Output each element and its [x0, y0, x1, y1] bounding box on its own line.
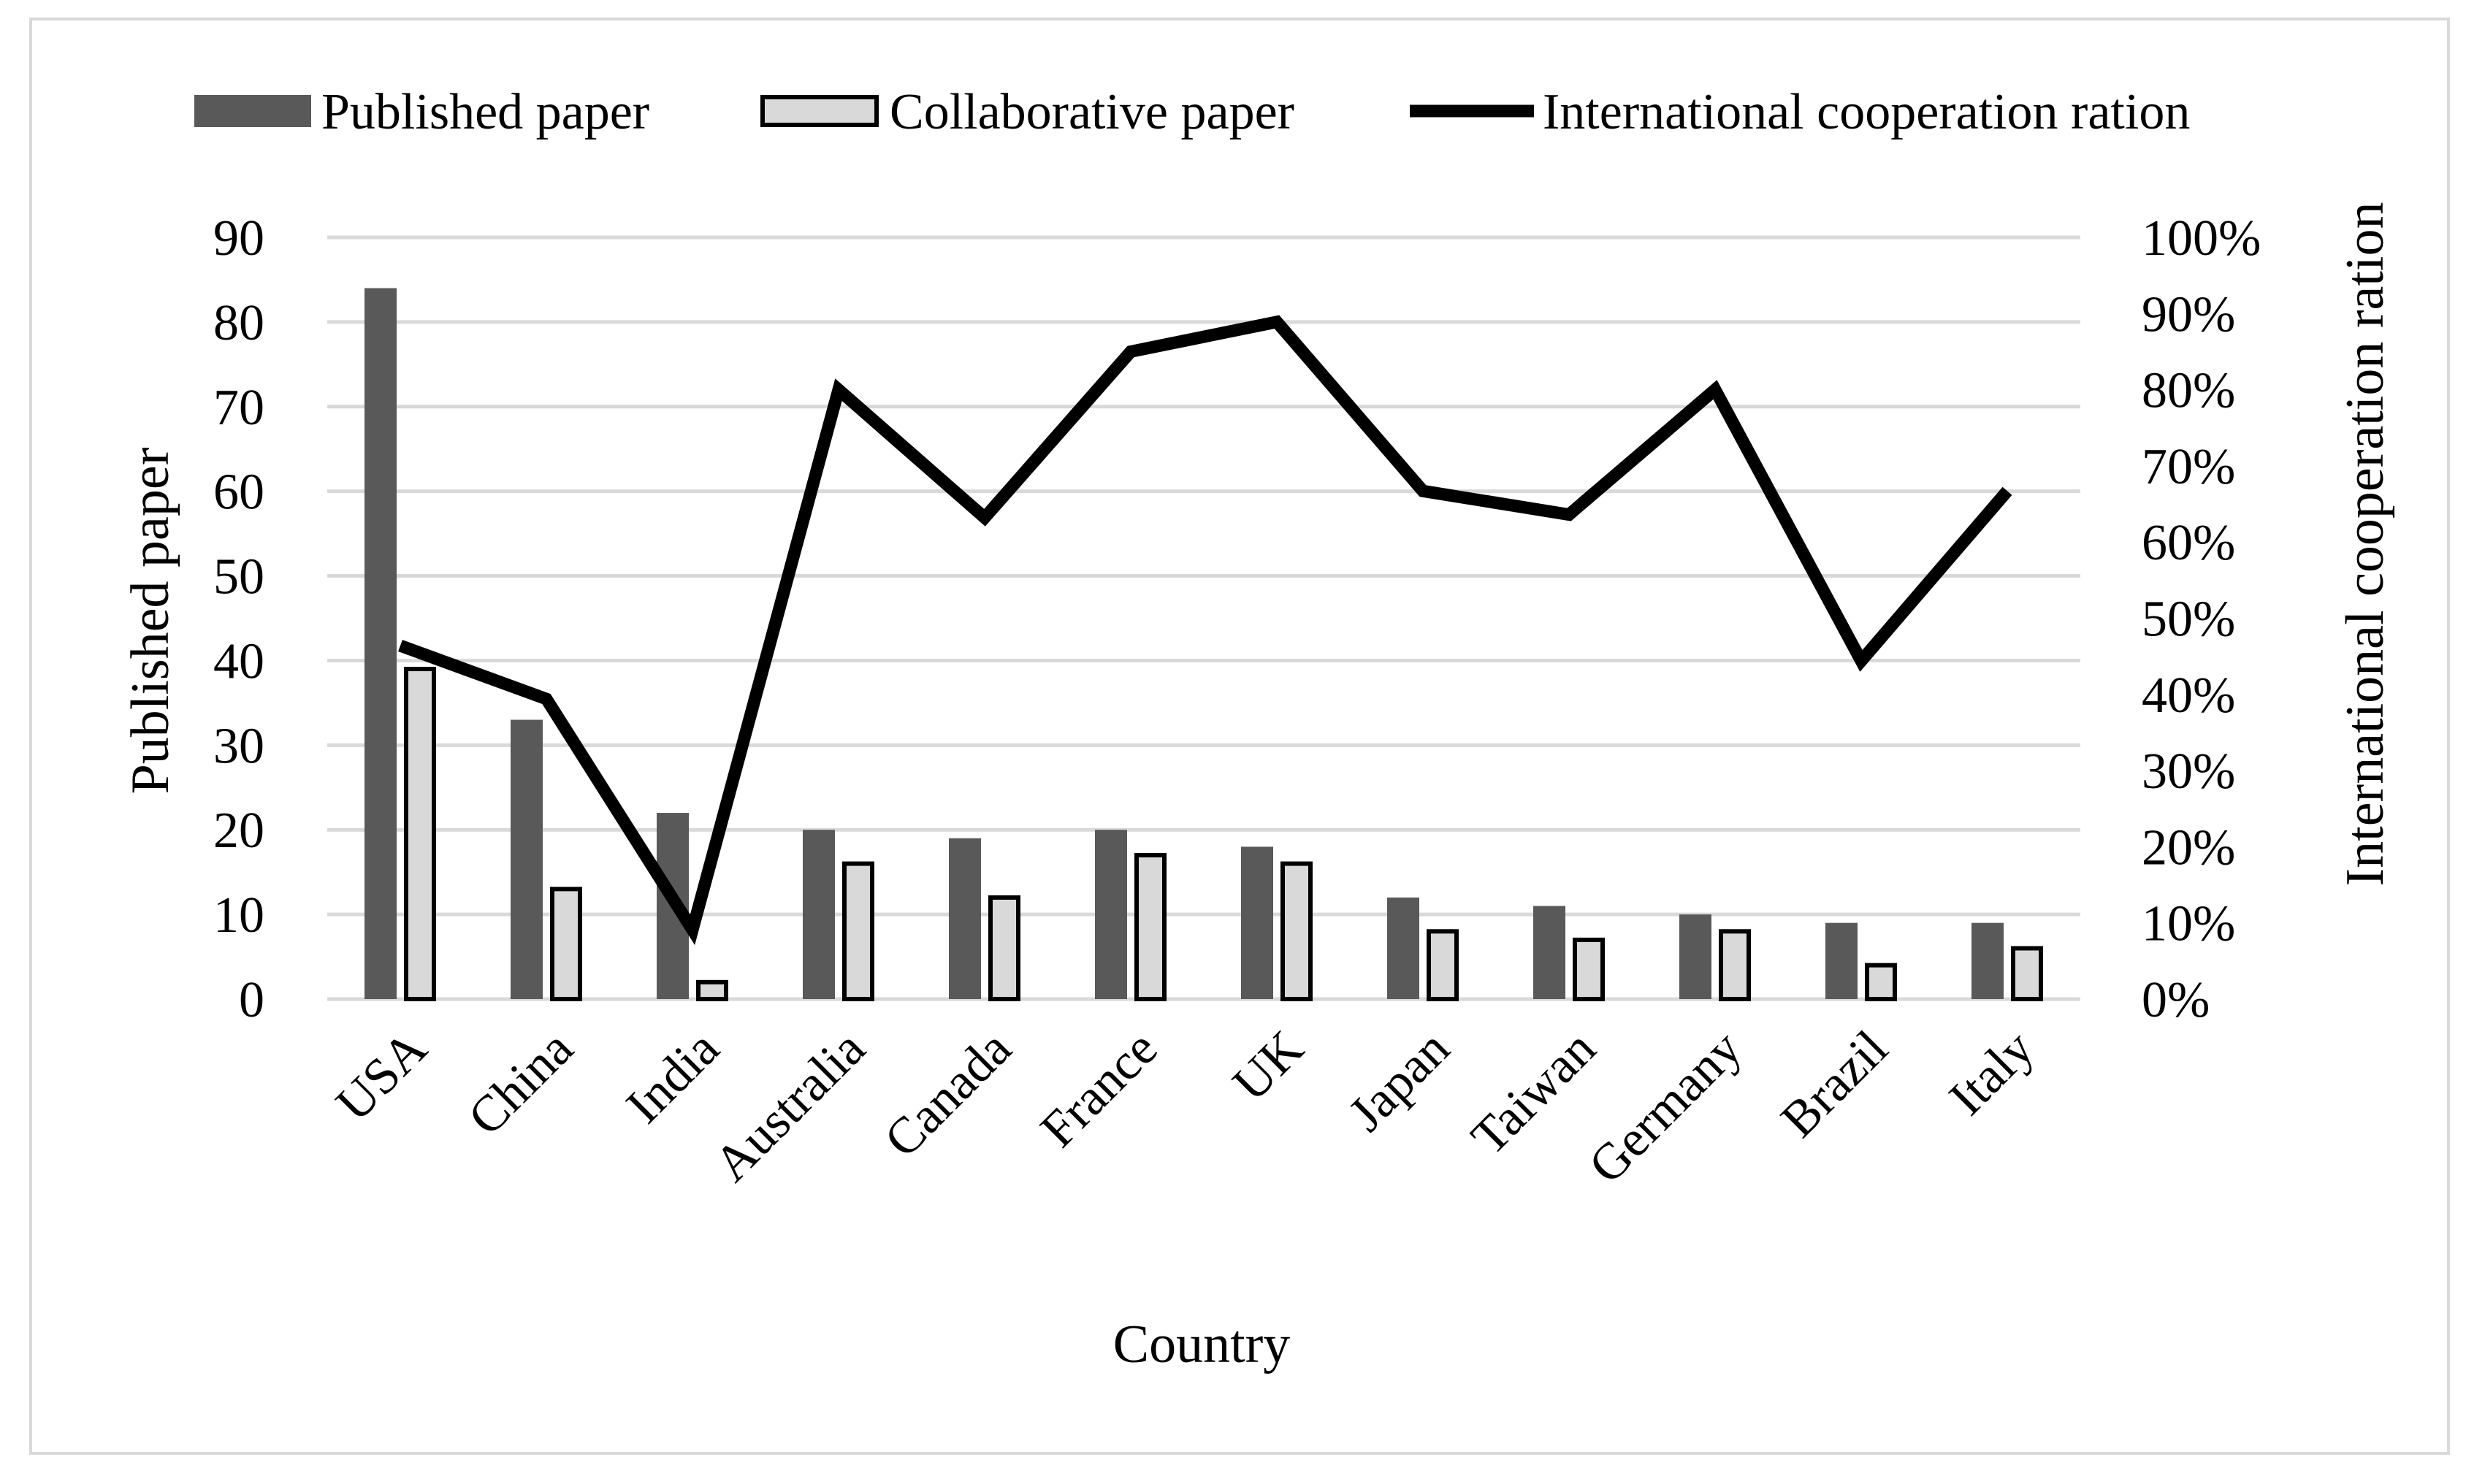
- x-category-label: Taiwan: [1461, 1020, 1606, 1166]
- legend-swatch-collaborative: [760, 95, 879, 127]
- bar-published-paper: [1241, 846, 1273, 999]
- y2-tick-label: 70%: [2142, 439, 2235, 495]
- bars: [364, 288, 2043, 1002]
- gridlines: [327, 235, 2080, 1001]
- right-axis-ticks: 0% 10% 20% 30% 40% 50% 60% 70% 80% 90% 100%: [2142, 210, 2261, 1028]
- bar-published-paper: [511, 719, 543, 999]
- y-tick-label: 70: [213, 380, 264, 436]
- x-category-label: China: [458, 1020, 584, 1147]
- x-category-label: France: [1030, 1020, 1168, 1158]
- ratio-line-layer: [398, 315, 2012, 945]
- y-tick-label: 30: [213, 718, 264, 774]
- y2-tick-label: 20%: [2142, 819, 2235, 876]
- y2-tick-label: 40%: [2142, 668, 2235, 724]
- bar-collaborative-paper: [1280, 861, 1313, 1001]
- y-tick-label: 10: [213, 887, 264, 944]
- y2-tick-label: 60%: [2142, 515, 2235, 571]
- bar-published-paper: [1533, 906, 1565, 999]
- y2-tick-label: 50%: [2142, 592, 2235, 648]
- x-category-label: India: [616, 1020, 730, 1134]
- bar-collaborative-paper: [404, 667, 436, 1001]
- bar-collaborative-paper: [1865, 963, 1897, 1001]
- bar-published-paper: [1825, 922, 1858, 999]
- y-tick-label: 60: [213, 464, 264, 521]
- x-category-label: UK: [1222, 1020, 1314, 1112]
- y2-tick-label: 90%: [2142, 286, 2235, 343]
- y2-tick-label: 10%: [2142, 896, 2235, 952]
- x-category-label: Japan: [1338, 1020, 1460, 1142]
- legend-label-collaborative: Collaborative paper: [890, 84, 1294, 140]
- x-category-label: Australia: [703, 1020, 876, 1193]
- bar-collaborative-paper: [988, 895, 1020, 1002]
- x-axis-title: Country: [1113, 1315, 1291, 1374]
- bar-collaborative-paper: [1719, 929, 1751, 1002]
- y-tick-label: 20: [213, 803, 264, 859]
- y-tick-label: 40: [213, 633, 264, 689]
- bar-collaborative-paper: [1573, 937, 1605, 1002]
- bar-published-paper: [803, 830, 835, 999]
- y-tick-label: 50: [213, 549, 264, 605]
- x-category-label: Italy: [1939, 1020, 2045, 1126]
- y2-tick-label: 30%: [2142, 743, 2235, 800]
- legend: Published paper Collaborative paper Intern…: [194, 84, 2190, 140]
- y-axis-title: Published paper: [121, 448, 180, 795]
- bar-published-paper: [1679, 914, 1711, 999]
- bar-published-paper: [1971, 922, 2004, 999]
- x-category-label: Canada: [874, 1020, 1022, 1169]
- bar-collaborative-paper: [842, 861, 874, 1001]
- y2-axis-title: International cooperation ration: [2335, 202, 2395, 887]
- y-tick-label: 90: [213, 210, 264, 267]
- y2-tick-label: 80%: [2142, 363, 2235, 419]
- legend-swatch-published: [194, 95, 311, 127]
- bar-published-paper: [949, 838, 981, 999]
- bar-published-paper: [1387, 897, 1419, 999]
- legend-label-ratio: International cooperation ration: [1543, 84, 2190, 140]
- ratio-line: [398, 315, 2012, 945]
- bar-published-paper: [1095, 830, 1127, 999]
- y-tick-label: 80: [213, 295, 264, 351]
- y-tick-label: 0: [239, 972, 264, 1028]
- x-category-label: USA: [326, 1020, 438, 1133]
- y2-tick-label: 0%: [2142, 972, 2210, 1028]
- bar-collaborative-paper: [1134, 852, 1167, 1001]
- bar-collaborative-paper: [550, 887, 582, 1002]
- legend-label-published: Published paper: [321, 84, 649, 140]
- left-axis-ticks: 0 10 20 30 40 50 60 70 80 90: [213, 210, 264, 1028]
- bar-published-paper: [364, 288, 397, 999]
- x-category-label: Germany: [1579, 1020, 1753, 1195]
- x-category-label: Brazil: [1771, 1020, 1898, 1148]
- y2-tick-label: 100%: [2142, 210, 2261, 267]
- bar-collaborative-paper: [696, 979, 728, 1002]
- bar-collaborative-paper: [1427, 929, 1459, 1002]
- bar-collaborative-paper: [2011, 946, 2043, 1002]
